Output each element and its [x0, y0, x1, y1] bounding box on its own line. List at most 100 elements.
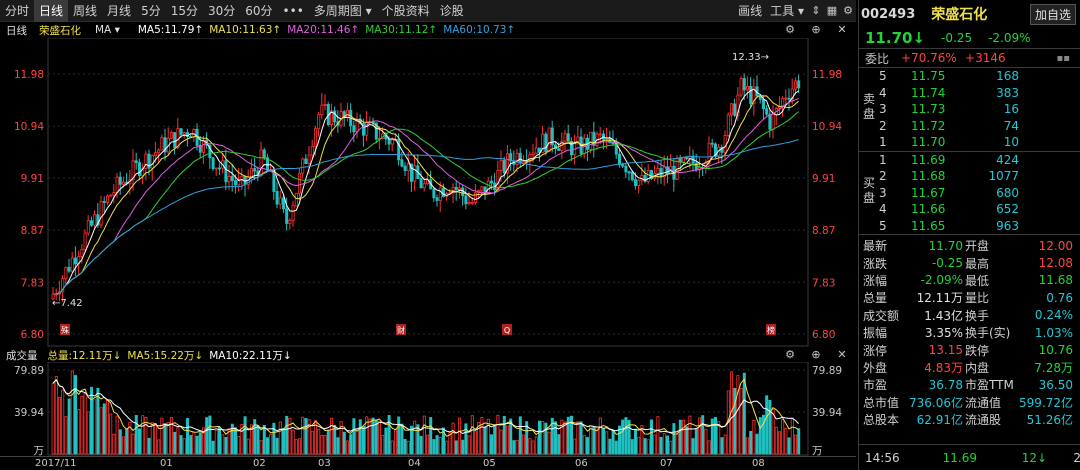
stat-k: 振幅	[863, 326, 888, 341]
stat-k2: 换手	[965, 308, 990, 323]
candle-body	[237, 179, 241, 186]
ma60-value: MA60:10.73↑	[443, 24, 516, 36]
grid-icon[interactable]: ▪▪	[1056, 52, 1070, 64]
bid-row[interactable]: 2 11.68 1077	[859, 168, 1080, 185]
volume-bar	[144, 416, 148, 455]
candle-body	[409, 163, 413, 182]
candle-body	[134, 160, 138, 163]
stats-row: 最新 11.70 开盘 12.00	[859, 237, 1080, 254]
tab-5[interactable]: 15分	[170, 3, 198, 18]
volume-bar	[678, 419, 682, 455]
ask-row[interactable]: 3 11.73 16	[859, 101, 1080, 118]
zoom-icon[interactable]: ⊕	[811, 23, 821, 36]
volume-bar	[666, 435, 670, 455]
grid-icon[interactable]: ▦	[826, 3, 838, 17]
candle-body	[106, 195, 110, 203]
tab-1[interactable]: 日线	[34, 0, 69, 22]
quantity: 652	[996, 202, 1019, 217]
date-label: 04	[408, 458, 421, 469]
tab-7[interactable]: 60分	[245, 3, 273, 18]
tab-2[interactable]: 周线	[73, 3, 98, 18]
candle-body	[361, 122, 365, 136]
volume-bar	[272, 422, 276, 455]
volume-bar	[634, 428, 638, 455]
candle-body	[198, 145, 202, 153]
candle-body	[253, 168, 257, 172]
volume-bar	[461, 439, 465, 455]
volume-bar	[163, 423, 167, 455]
close-icon[interactable]: ✕	[837, 23, 847, 36]
quantity: 680	[996, 185, 1019, 200]
bid-row[interactable]: 3 11.67 680	[859, 185, 1080, 202]
arrows-icon[interactable]: ⇕	[811, 3, 821, 17]
tab-6[interactable]: 30分	[207, 3, 236, 18]
tab-9[interactable]: 多周期图 ▾	[313, 3, 372, 18]
add-favorite-button[interactable]: 加自选	[1029, 3, 1076, 25]
stat-k: 外盘	[863, 360, 888, 375]
candle-body	[208, 144, 212, 159]
bid-row[interactable]: 4 11.66 652	[859, 201, 1080, 218]
volume-bar	[768, 399, 772, 455]
candle-body	[329, 110, 333, 125]
candle-body	[275, 191, 279, 205]
candle-body	[230, 176, 234, 181]
ask-row[interactable]: 1 11.70 10	[859, 134, 1080, 151]
stock-code: 002493	[861, 6, 916, 22]
volume-bar	[429, 417, 433, 455]
date-label: 07	[660, 458, 673, 469]
bid-row[interactable]: 5 11.65 963	[859, 218, 1080, 235]
tab-4[interactable]: 5分	[141, 3, 161, 18]
stat-k2: 内盘	[965, 360, 990, 375]
zoom-icon[interactable]: ⊕	[811, 348, 821, 361]
volume-tick-right: 39.94	[812, 407, 842, 419]
ask-row[interactable]: 4 11.74 383	[859, 85, 1080, 102]
bid-row[interactable]: 1 11.69 424	[859, 152, 1080, 169]
settings-icon[interactable]: ⚙	[785, 348, 795, 361]
candle-body	[576, 136, 580, 143]
level: 1	[879, 135, 887, 150]
volume-bar	[208, 415, 212, 455]
price-chart[interactable]: 11.98 11.98 10.94 10.94 9.91 9.91 8.87 8.87 7.83…	[0, 38, 856, 348]
settings-icon[interactable]: ⚙	[843, 3, 853, 17]
candle-body	[682, 157, 686, 163]
candle-body	[323, 104, 327, 106]
price: 11.69	[911, 152, 946, 167]
ask-row[interactable]: 2 11.72 74	[859, 118, 1080, 135]
volume-bar	[310, 430, 314, 455]
date-label: 01	[160, 458, 173, 469]
draw-line-button[interactable]: 画线	[738, 3, 763, 18]
ask-book: 卖盘 5 11.75 168 4 11.74 383 3 11.73 16 2 11.72 74 1 11…	[859, 68, 1080, 151]
tab-0[interactable]: 分时	[5, 3, 30, 18]
price-tick-right: 7.83	[812, 277, 835, 289]
candle-body	[762, 98, 766, 110]
stat-k2: 跌停	[965, 343, 990, 358]
tab-11[interactable]: 诊股	[439, 3, 464, 18]
tab-8[interactable]: •••	[282, 3, 304, 18]
tools-menu-button[interactable]: 工具 ▾	[770, 3, 804, 18]
indicator-select[interactable]: MA ▾	[95, 24, 120, 36]
volume-bar	[336, 437, 340, 455]
date-label: 02	[253, 458, 266, 469]
price-change-pct: -2.09%	[988, 31, 1031, 45]
volume-bar	[307, 419, 311, 455]
volume-bar	[637, 436, 641, 455]
volume-bar	[579, 421, 583, 455]
price-line: 11.70 ↓ -0.25 -2.09%	[859, 28, 1080, 48]
volume-bar	[176, 427, 180, 455]
volume-bar	[403, 439, 407, 455]
volume-bar	[169, 416, 173, 455]
volume-bar	[179, 435, 183, 455]
candle-body	[419, 178, 423, 189]
candle-body	[464, 195, 468, 205]
volume-bar	[755, 433, 759, 455]
tab-10[interactable]: 个股资料	[381, 3, 430, 18]
volume-bar	[182, 438, 186, 455]
ask-row[interactable]: 5 11.75 168	[859, 68, 1080, 85]
close-icon[interactable]: ✕	[837, 348, 847, 361]
price: 11.67	[911, 185, 946, 200]
tab-3[interactable]: 月线	[107, 3, 132, 18]
settings-icon[interactable]: ⚙	[785, 23, 795, 36]
candle-body	[646, 170, 650, 182]
candle-body	[480, 186, 484, 192]
volume-chart[interactable]: 79.89 79.89 39.94 39.94 万 万	[0, 362, 856, 456]
